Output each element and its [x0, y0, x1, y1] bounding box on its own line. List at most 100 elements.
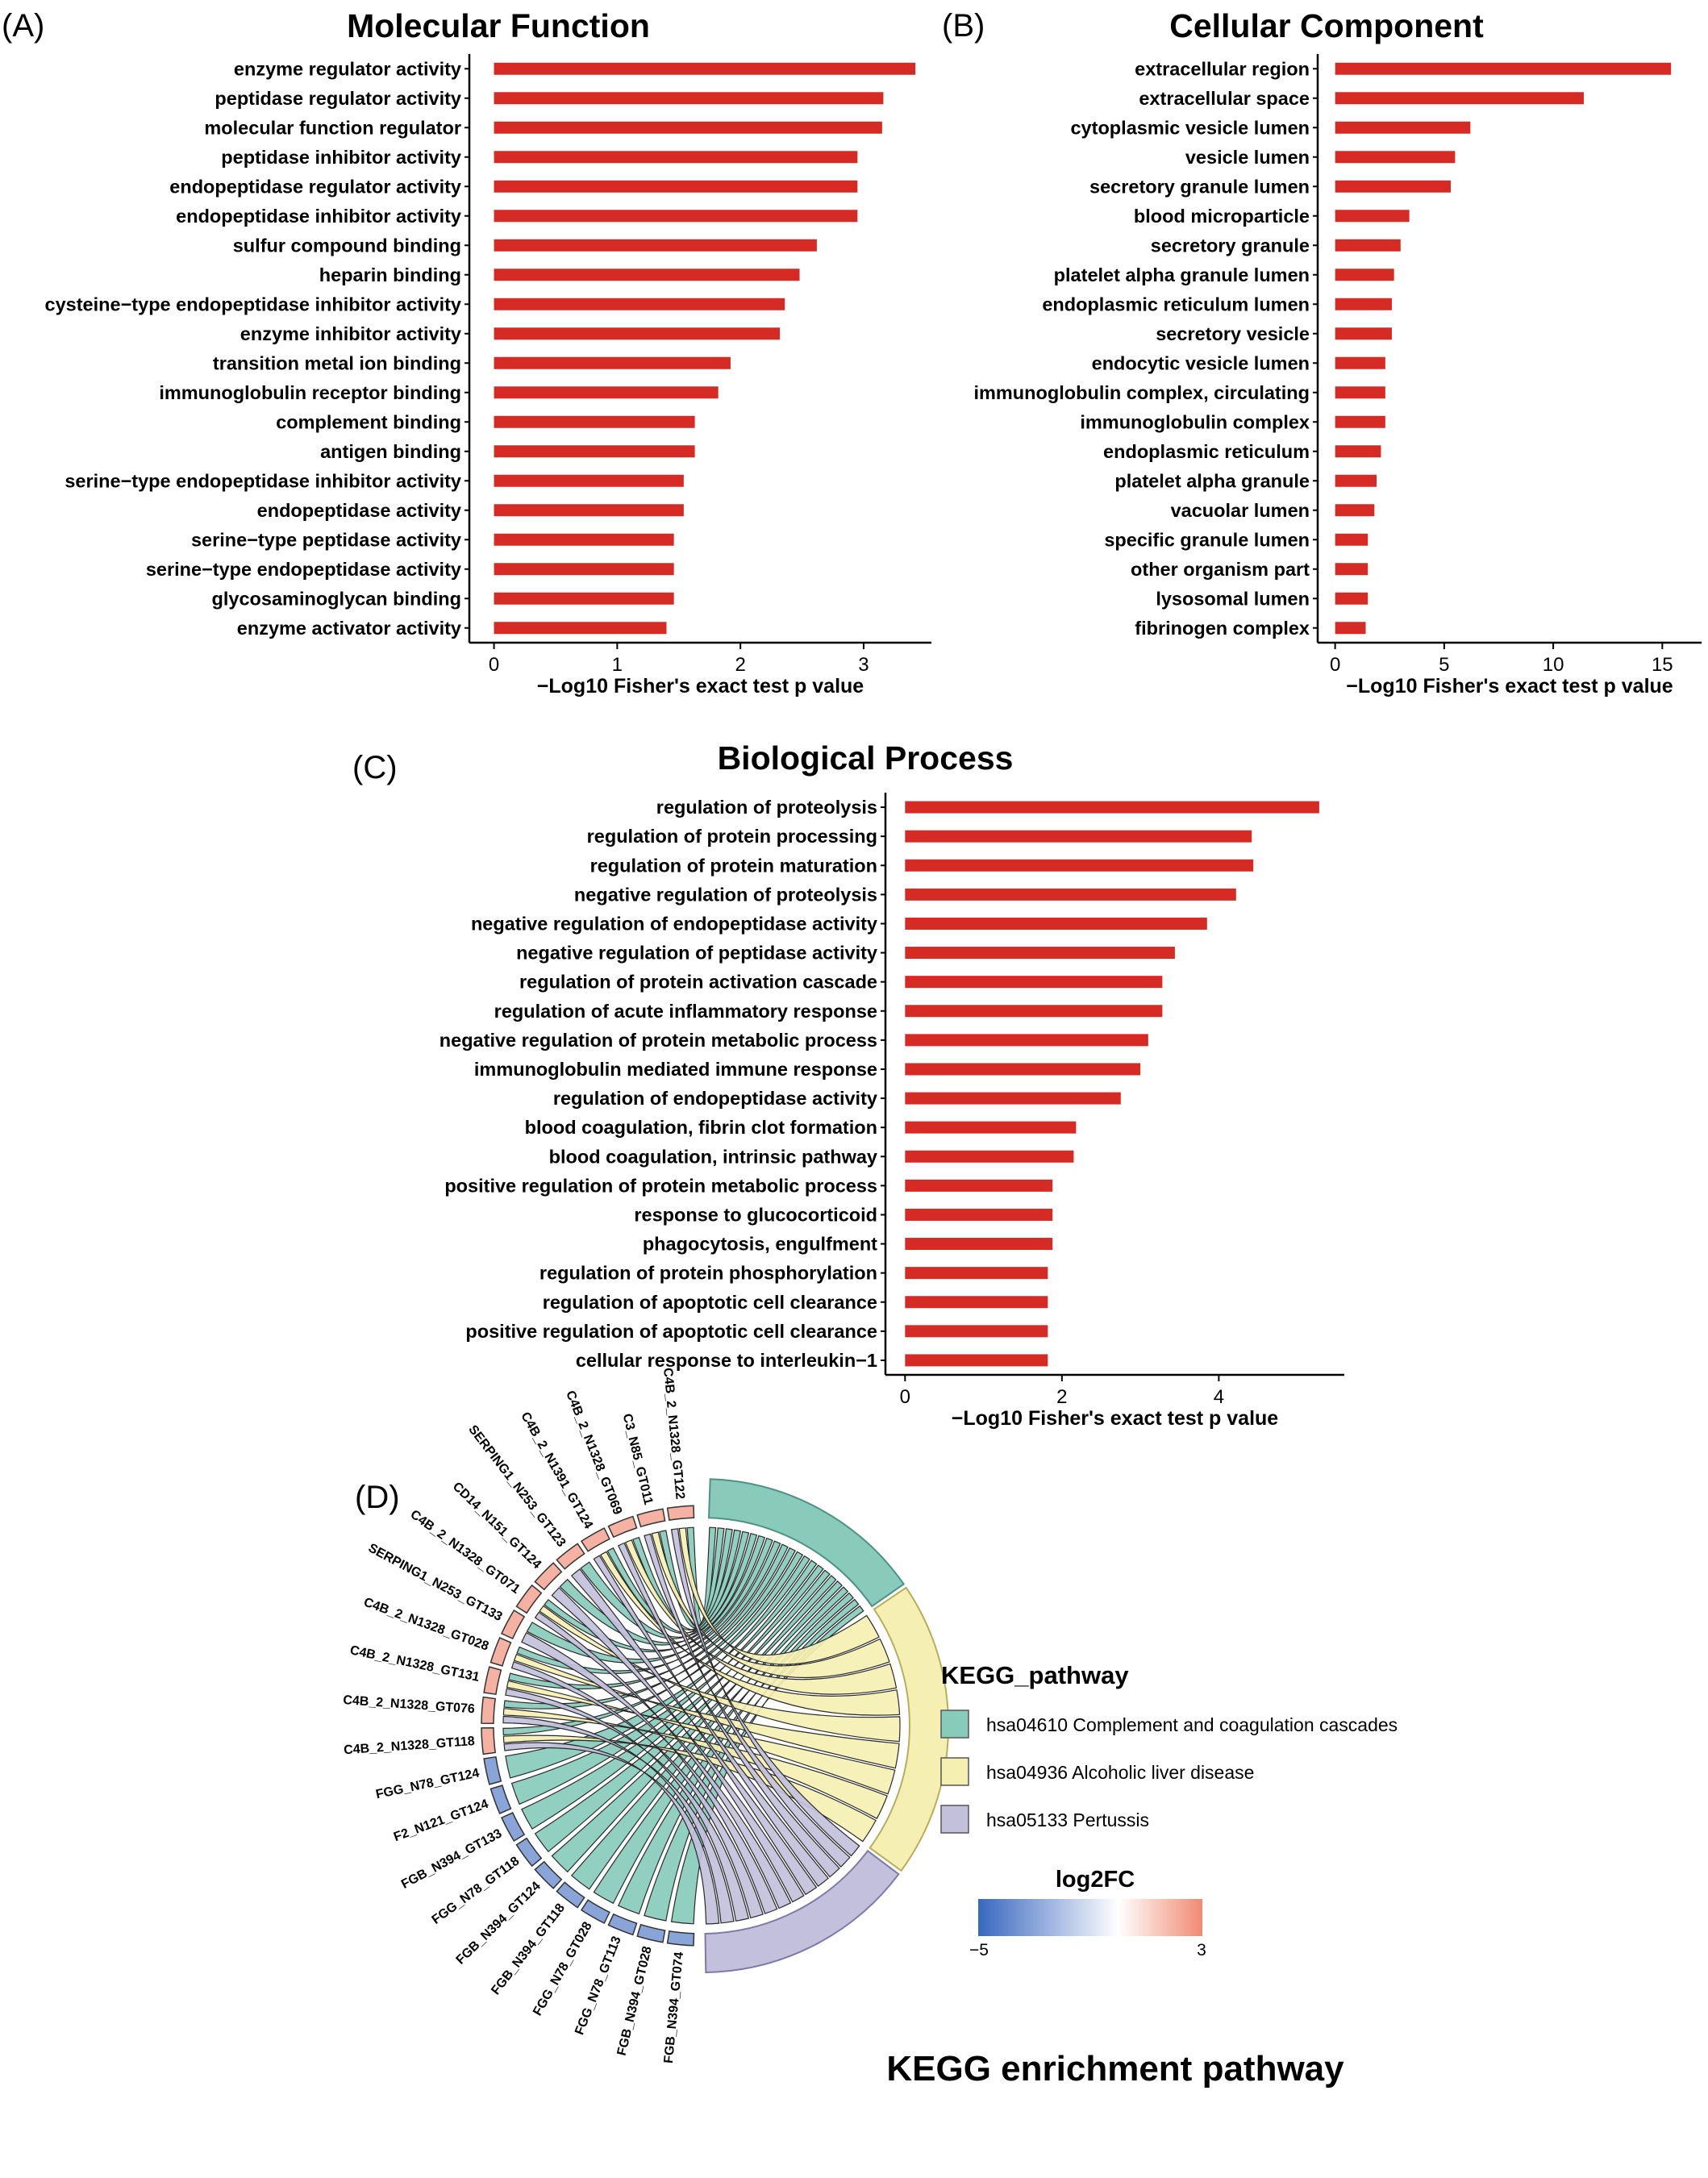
gene-label-0: C4B_2_N1328_GT122	[660, 1368, 687, 1501]
bar-mf-18	[494, 592, 674, 605]
x-tick-label-bp-1: 2	[1056, 1386, 1067, 1408]
legend-label-alcoholic: hsa04936 Alcoholic liver disease	[986, 1762, 1254, 1783]
gene-label-4: SERPING1_N253_GT123	[465, 1422, 568, 1550]
category-label-mf-1: peptidase regulator activity	[215, 88, 461, 109]
chord-ribbon-3	[606, 1529, 742, 1634]
chord-ribbon-40	[505, 1688, 750, 1922]
category-label-bp-4: negative regulation of endopeptidase act…	[471, 913, 877, 934]
x-tick-label-cc-2: 10	[1543, 654, 1564, 676]
category-label-mf-17: serine−type endopeptidase activity	[146, 559, 461, 580]
category-label-bp-0: regulation of proteolysis	[656, 797, 877, 818]
panel-label-a: (A)	[2, 8, 44, 44]
category-label-cc-3: vesicle lumen	[1185, 147, 1310, 168]
category-label-mf-11: immunoglobulin receptor binding	[159, 382, 461, 403]
category-label-bp-2: regulation of protein maturation	[590, 855, 877, 876]
category-label-cc-13: endoplasmic reticulum	[1103, 441, 1310, 462]
pathway-sector-hsa04936	[869, 1586, 949, 1872]
legend-label-complement: hsa04610 Complement and coagulation casc…	[986, 1714, 1398, 1735]
bar-mf-7	[494, 269, 800, 281]
x-axis-label: −Log10 Fisher's exact test p value	[537, 675, 864, 698]
panel-label-c: (C)	[352, 750, 398, 785]
bar-bp-1	[905, 830, 1252, 843]
chord-ribbon-13	[510, 1560, 818, 1805]
gene-label-12: FGG_N78_GT124	[375, 1766, 481, 1801]
bar-mf-10	[494, 356, 731, 369]
category-label-cc-9: secretory vesicle	[1156, 323, 1310, 344]
x-tick-label-mf-2: 2	[735, 654, 745, 676]
category-label-mf-18: glycosaminoglycan binding	[212, 588, 461, 609]
category-label-bp-13: positive regulation of protein metabolic…	[444, 1175, 877, 1196]
bar-cc-16	[1335, 533, 1368, 546]
category-label-mf-12: complement binding	[276, 411, 461, 432]
category-label-bp-7: regulation of acute inflammatory respons…	[494, 1001, 877, 1022]
bar-bp-15	[905, 1238, 1053, 1251]
category-label-mf-5: endopeptidase inhibitor activity	[176, 206, 461, 227]
bar-bp-8	[905, 1034, 1148, 1047]
category-label-bp-1: regulation of protein processing	[587, 826, 877, 847]
gene-sector-7	[501, 1609, 526, 1639]
category-label-bp-9: immunoglobulin mediated immune response	[474, 1059, 877, 1080]
category-label-mf-4: endopeptidase regulator activity	[169, 176, 461, 197]
chord-ribbon-24	[624, 1539, 898, 1695]
category-label-mf-13: antigen binding	[320, 441, 461, 462]
bar-cc-4	[1335, 180, 1451, 193]
chord-ribbon-7	[526, 1537, 773, 1664]
bar-mf-3	[494, 151, 858, 164]
bar-bp-3	[905, 888, 1236, 901]
bar-bp-12	[905, 1150, 1074, 1163]
chord-ribbon-5	[559, 1532, 758, 1646]
gene-sector-8	[489, 1637, 512, 1667]
bar-bp-11	[905, 1121, 1077, 1134]
x-tick-label-cc-0: 0	[1330, 654, 1340, 676]
category-label-mf-15: endopeptidase activity	[257, 500, 461, 521]
gene-sector-16	[534, 1860, 563, 1889]
category-label-bp-8: negative regulation of protein metabolic…	[439, 1030, 877, 1051]
gene-sector-0	[666, 1505, 695, 1521]
gene-sector-15	[515, 1837, 543, 1868]
bar-mf-13	[494, 445, 695, 458]
chord-ribbon-9	[507, 1543, 789, 1690]
category-label-cc-17: other organism part	[1131, 559, 1310, 580]
category-label-mf-7: heparin binding	[319, 264, 461, 285]
bar-cc-2	[1335, 121, 1471, 134]
chord-sectors	[481, 1478, 949, 1974]
bar-mf-19	[494, 622, 667, 635]
category-label-mf-9: enzyme inhibitor activity	[240, 323, 461, 344]
chord-ribbon-33	[617, 1542, 840, 1878]
bar-bp-0	[905, 801, 1319, 814]
x-tick-label-bp-0: 0	[900, 1386, 910, 1408]
gene-label-20: FGB_N394_GT028	[615, 1945, 655, 2057]
chart-title: Molecular Function	[347, 7, 650, 44]
bar-cc-1	[1335, 92, 1584, 105]
gene-label-13: F2_N121_GT124	[392, 1797, 490, 1845]
bar-bp-9	[905, 1063, 1141, 1076]
category-label-bp-5: negative regulation of peptidase activit…	[516, 943, 877, 964]
gene-label-21: FGB_N394_GT074	[662, 1951, 686, 2064]
bar-mf-5	[494, 210, 858, 223]
category-label-mf-14: serine−type endopeptidase inhibitor acti…	[65, 470, 461, 491]
category-label-cc-18: lysosomal lumen	[1156, 588, 1310, 609]
category-label-mf-3: peptidase inhibitor activity	[221, 147, 461, 168]
category-label-cc-15: vacuolar lumen	[1171, 500, 1310, 521]
chord-ribbon-39	[510, 1661, 764, 1919]
colorbar-max-label: 3	[1197, 1941, 1206, 1959]
gene-label-10: C4B_2_N1328_GT076	[343, 1693, 476, 1716]
chord-ribbon-22	[678, 1527, 880, 1665]
colorbar-min-label: −5	[969, 1941, 989, 1959]
x-axis-label: −Log10 Fisher's exact test p value	[952, 1407, 1279, 1430]
bar-mf-17	[494, 563, 674, 576]
category-label-bp-10: regulation of endopeptidase activity	[553, 1088, 877, 1109]
category-label-bp-6: regulation of protein activation cascade	[519, 972, 877, 993]
bar-cc-5	[1335, 210, 1410, 223]
category-label-cc-10: endocytic vesicle lumen	[1092, 352, 1310, 373]
gene-sector-11	[481, 1726, 497, 1755]
category-label-cc-2: cytoplasmic vesicle lumen	[1070, 117, 1310, 138]
category-label-cc-4: secretory granule lumen	[1089, 176, 1310, 197]
gene-label-11: C4B_2_N1328_GT118	[344, 1734, 476, 1757]
category-label-cc-5: blood microparticle	[1134, 206, 1310, 227]
chord-ribbon-34	[593, 1555, 829, 1887]
bar-mf-0	[494, 62, 916, 75]
category-label-mf-19: enzyme activator activity	[237, 618, 461, 639]
chord-ribbon-25	[599, 1551, 901, 1716]
